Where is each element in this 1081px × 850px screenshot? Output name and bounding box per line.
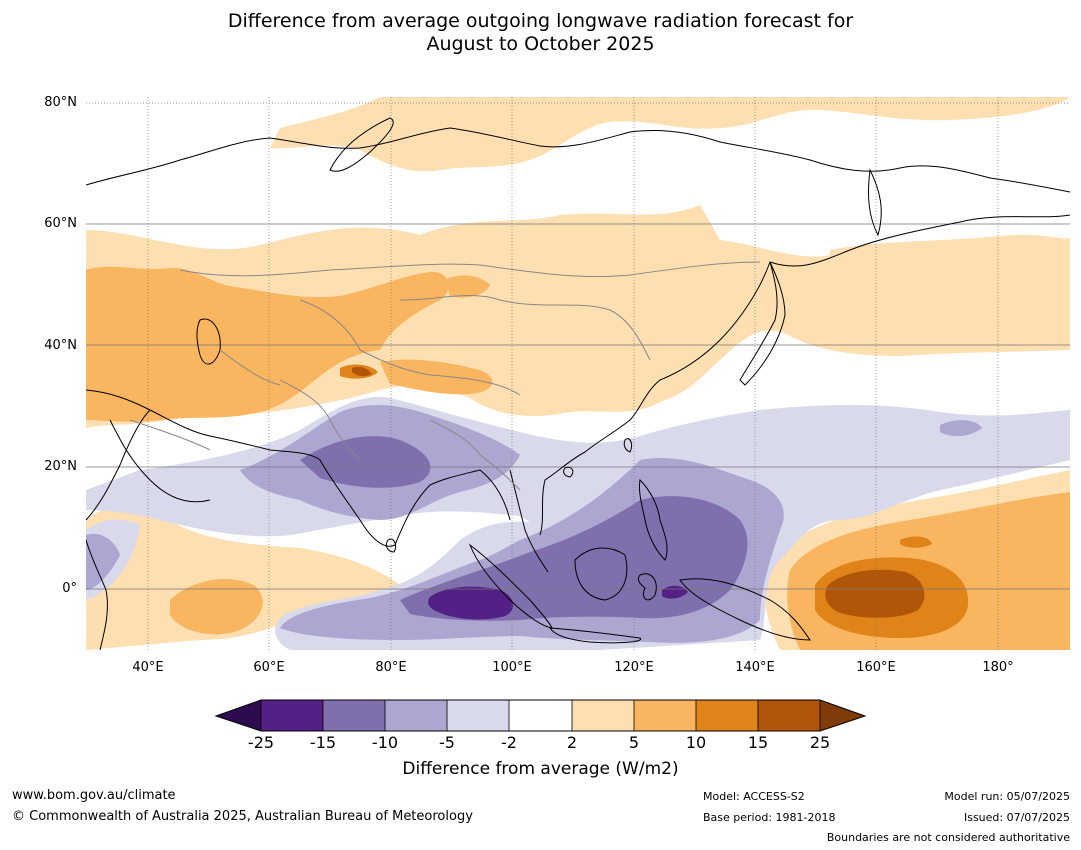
colorbar-segment-m10-m5 xyxy=(385,700,447,731)
title-line-1: Difference from average outgoing longwav… xyxy=(227,10,854,32)
colorbar-extend-low xyxy=(216,700,261,731)
positive-region-karakoram-peak xyxy=(352,366,372,377)
colorbar-tick: -2 xyxy=(501,733,517,752)
colorbar-tick: -10 xyxy=(371,733,399,752)
coast-novaya-zemlya xyxy=(329,117,394,172)
colorbar-segment-10-15 xyxy=(696,700,758,731)
coast-malay-peninsula xyxy=(509,469,549,573)
lat-label-80n: 80°N xyxy=(44,95,77,110)
colorbar-tick: 15 xyxy=(747,733,769,752)
colorbar-tick: -25 xyxy=(247,733,275,752)
positive-region-arabian-sea xyxy=(170,578,263,635)
colorbar-segment-m25-m15 xyxy=(261,700,323,731)
negative-region-philippine-sea xyxy=(940,420,982,437)
colorbar-segment-15-25 xyxy=(758,700,820,731)
positive-region-arctic xyxy=(270,97,1070,172)
lat-label-20n: 20°N xyxy=(44,459,77,474)
issued-date: Issued: 07/07/2025 xyxy=(963,811,1070,824)
colorbar-tick: 5 xyxy=(628,733,640,752)
coast-arabia xyxy=(86,409,211,521)
coast-sulawesi xyxy=(637,573,657,601)
positive-region-mongolia xyxy=(445,275,490,298)
lon-label-120e: 120°E xyxy=(614,660,654,675)
coast-south-asia xyxy=(86,389,511,547)
coast-taiwan xyxy=(623,438,633,453)
lon-label-40e: 40°E xyxy=(132,660,164,675)
colorbar-tick: 10 xyxy=(685,733,707,752)
positive-region-pacific-peak xyxy=(825,569,925,618)
base-period: Base period: 1981-2018 xyxy=(703,811,836,824)
colorbar-segment-m2-2 xyxy=(509,700,572,731)
lon-label-160e: 160°E xyxy=(856,660,896,675)
model-name: Model: ACCESS-S2 xyxy=(703,790,805,803)
anomaly-fields xyxy=(86,97,1070,650)
negative-region-africa-horn xyxy=(86,533,120,590)
colorbar-tick: 25 xyxy=(809,733,831,752)
negative-region-bay-core xyxy=(300,436,431,488)
coast-hainan xyxy=(563,466,574,478)
colorbar-extend-high xyxy=(820,700,865,731)
lat-label-40n: 40°N xyxy=(44,338,77,353)
boundaries-disclaimer: Boundaries are not considered authoritat… xyxy=(826,831,1070,844)
coast-kamchatka xyxy=(867,168,882,237)
coast-borneo xyxy=(574,547,628,601)
positive-region-pacific-north-warm xyxy=(900,536,932,548)
lon-label-100e: 100°E xyxy=(492,660,532,675)
positive-region-pacific-north xyxy=(829,234,1070,321)
coast-new-guinea xyxy=(679,578,811,641)
colorbar-tick: 2 xyxy=(566,733,578,752)
colorbar-tick: -5 xyxy=(439,733,455,752)
coast-arctic-russia xyxy=(86,127,1070,193)
colorbar xyxy=(214,699,867,732)
positive-region-arabia xyxy=(86,506,400,650)
lon-label-80e: 80°E xyxy=(375,660,407,675)
model-run-date: Model run: 05/07/2025 xyxy=(944,790,1070,803)
lon-label-180: 180° xyxy=(982,660,1014,675)
lon-label-60e: 60°E xyxy=(253,660,285,675)
coast-java xyxy=(549,627,642,644)
country-boundaries xyxy=(129,261,761,491)
colorbar-dividers xyxy=(260,700,821,731)
colorbar-tick: -15 xyxy=(309,733,337,752)
colorbar-segment-2-5 xyxy=(572,700,634,731)
website-link[interactable]: www.bom.gov.au/climate xyxy=(12,788,176,803)
map-title: Difference from average outgoing longwav… xyxy=(0,10,1081,56)
positive-region-tibet xyxy=(380,359,493,395)
coast-philippines xyxy=(639,478,668,561)
lat-label-60n: 60°N xyxy=(44,216,77,231)
negative-region-sumatra-peak xyxy=(428,586,514,620)
copyright-notice: © Commonwealth of Australia 2025, Austra… xyxy=(12,809,473,824)
lon-label-140e: 140°E xyxy=(735,660,775,675)
positive-region-north xyxy=(86,205,1070,428)
title-line-2: August to October 2025 xyxy=(426,33,655,55)
colorbar-label: Difference from average (W/m2) xyxy=(402,759,679,779)
positive-region-central-asia xyxy=(86,266,449,422)
lat-label-equator: 0° xyxy=(62,581,77,596)
coast-caspian xyxy=(196,318,221,365)
colorbar-segment-m15-m10 xyxy=(323,700,385,731)
coastlines xyxy=(86,117,1070,650)
coast-east-asia xyxy=(539,214,1070,536)
coast-africa-east xyxy=(86,539,108,650)
colorbar-segment-m5-m2 xyxy=(447,700,509,731)
colorbar-segment-5-10 xyxy=(634,700,696,731)
coast-sri-lanka xyxy=(385,538,397,553)
coast-japan xyxy=(739,261,786,386)
